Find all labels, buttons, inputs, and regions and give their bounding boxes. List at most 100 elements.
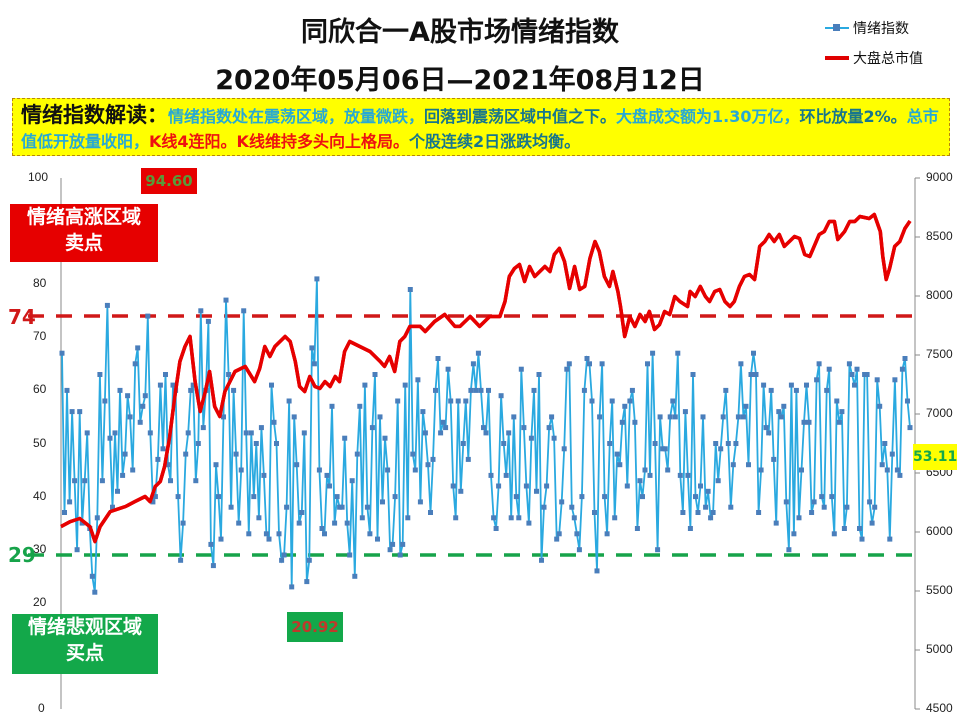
sentiment-marker [682,409,688,415]
sentiment-marker [420,409,426,415]
sentiment-marker [448,398,454,404]
sentiment-marker [395,398,401,404]
sentiment-marker [132,361,138,367]
sentiment-marker [160,446,166,452]
high-zone-line1: 情绪高涨区域 [26,206,141,228]
left-axis-tick-label: 30 [33,541,47,556]
left-axis-tick-label: 50 [33,435,47,450]
sentiment-marker [783,499,789,505]
sentiment-marker [274,441,279,446]
sentiment-marker [256,515,262,521]
sentiment-marker [670,398,676,404]
left-axis-tick-label: 40 [33,488,47,503]
sentiment-marker [566,361,572,367]
right-axis-tick-label: 8500 [926,229,953,243]
sentiment-marker [322,531,327,537]
sentiment-marker [894,467,900,473]
sentiment-marker [236,520,242,526]
high-zone-label: 情绪高涨区域 卖点 [10,204,158,262]
sentiment-marker [877,403,883,409]
sentiment-marker [751,350,756,356]
sentiment-marker [756,510,762,515]
sentiment-marker [157,382,163,388]
high-zone-line2: 卖点 [64,232,103,254]
sentiment-marker [72,478,78,484]
sentiment-marker [223,297,229,303]
sentiment-marker [99,478,105,484]
sentiment-marker [97,372,103,377]
interpretation-note: 情绪指数解读：情绪指数处在震荡区域，放量微跌，回落到震荡区域中值之下。大盘成交额… [12,98,950,156]
sentiment-marker [64,387,70,393]
sentiment-marker [228,504,234,510]
sentiment-marker [867,499,873,505]
sentiment-marker [233,451,239,457]
sentiment-marker [400,541,406,547]
sentiment-marker [150,499,156,505]
sentiment-marker [612,515,618,521]
sentiment-marker [175,494,181,500]
sentiment-marker [309,345,315,351]
sentiment-marker [826,366,832,372]
sentiment-marker [210,563,216,569]
low-zone-line2: 买点 [65,642,104,664]
sentiment-marker [559,499,565,505]
left-axis-tick-label: 80 [33,276,47,291]
sentiment-marker [193,478,199,484]
sentiment-marker [824,387,830,393]
sentiment-marker [905,398,910,404]
sentiment-marker [528,435,534,441]
left-axis-tick-label: 100 [28,170,49,184]
note-segment: 环比放量2%。 [799,107,907,126]
market-cap-line [60,212,912,544]
sentiment-marker [498,393,504,399]
sentiment-marker [571,515,577,521]
sentiment-marker [190,382,196,388]
sentiment-marker [834,398,840,404]
sentiment-marker [786,547,792,553]
sentiment-marker [715,478,721,484]
sentiment-marker [89,573,95,579]
legend-label: 情绪指数 [853,21,909,37]
sentiment-marker [594,568,600,574]
sentiment-marker [382,435,388,441]
sentiment-marker [208,541,214,547]
sentiment-marker [74,547,80,553]
note-segment: K线4连阳。K线维持多头向上格局。 [149,132,409,151]
sentiment-marker [854,366,860,372]
sentiment-marker [806,419,812,425]
sentiment-marker [776,409,782,415]
sentiment-marker [740,414,746,420]
sentiment-marker [299,510,305,515]
sentiment-marker [112,430,118,436]
sentiment-marker [347,552,353,558]
sentiment-marker [493,526,499,531]
sentiment-marker [354,451,360,457]
sentiment-marker [470,361,476,367]
sentiment-marker [728,504,734,510]
sentiment-marker [491,515,497,521]
sentiment-marker [342,435,348,441]
sentiment-marker [672,414,678,420]
sentiment-marker [700,414,706,420]
sentiment-marker [518,366,524,372]
sentiment-marker [468,387,474,393]
sentiment-marker [634,526,640,531]
sentiment-marker [445,366,451,372]
sentiment-marker [713,441,719,446]
sentiment-marker [195,441,201,446]
right-axis-tick-label: 5500 [926,583,953,597]
sentiment-marker [296,520,302,526]
sentiment-marker [882,441,888,446]
sentiment-marker [319,526,325,531]
sentiment-marker [609,398,615,404]
sentiment-marker [238,467,244,473]
sentiment-marker [844,504,850,510]
sentiment-marker [839,409,845,415]
sentiment-marker [460,441,466,446]
sentiment-marker [738,361,744,367]
sentiment-marker [561,446,567,452]
sentiment-marker [130,467,136,473]
sentiment-marker [680,510,686,515]
right-axis-tick-label: 9000 [926,170,953,184]
sentiment-marker [730,462,736,468]
